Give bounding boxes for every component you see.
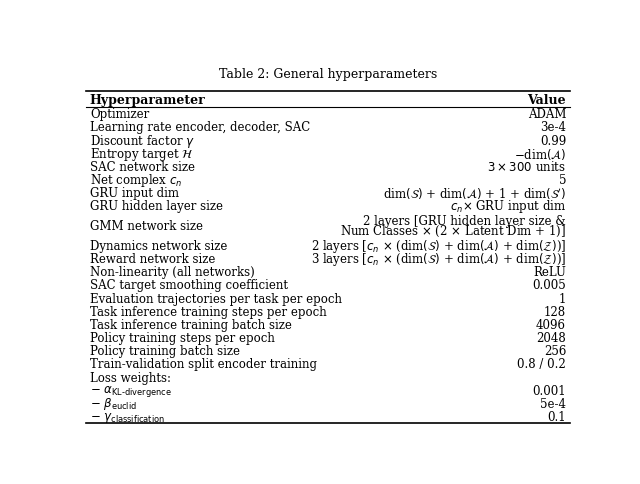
Text: 3 layers [$c_n$ $\times$ (dim$(\mathcal{S})$ + dim$(\mathcal{A})$ + dim$(\mathca: 3 layers [$c_n$ $\times$ (dim$(\mathcal{… xyxy=(311,251,566,268)
Text: Non-linearity (all networks): Non-linearity (all networks) xyxy=(90,266,255,279)
Text: 1: 1 xyxy=(559,292,566,305)
Text: Policy training batch size: Policy training batch size xyxy=(90,345,240,358)
Text: 5e-4: 5e-4 xyxy=(540,397,566,410)
Text: Discount factor $\gamma$: Discount factor $\gamma$ xyxy=(90,133,195,150)
Text: 2 layers [$c_n$ $\times$ (dim$(\mathcal{S})$ + dim$(\mathcal{A})$ + dim$(\mathca: 2 layers [$c_n$ $\times$ (dim$(\mathcal{… xyxy=(311,238,566,255)
Text: Net complex $c_n$: Net complex $c_n$ xyxy=(90,172,182,189)
Text: Policy training steps per epoch: Policy training steps per epoch xyxy=(90,332,275,345)
Text: GMM network size: GMM network size xyxy=(90,220,203,233)
Text: 4096: 4096 xyxy=(536,318,566,331)
Text: Table 2: General hyperparameters: Table 2: General hyperparameters xyxy=(219,67,437,80)
Text: 3e-4: 3e-4 xyxy=(540,121,566,134)
Text: 0.001: 0.001 xyxy=(532,384,566,397)
Text: $-$ $\gamma_{\mathrm{classification}}$: $-$ $\gamma_{\mathrm{classification}}$ xyxy=(90,410,165,424)
Text: Evaluation trajectories per task per epoch: Evaluation trajectories per task per epo… xyxy=(90,292,342,305)
Text: Task inference training steps per epoch: Task inference training steps per epoch xyxy=(90,305,326,318)
Text: 0.1: 0.1 xyxy=(547,410,566,423)
Text: Entropy target $\mathcal{H}$: Entropy target $\mathcal{H}$ xyxy=(90,146,193,163)
Text: 2048: 2048 xyxy=(536,332,566,345)
Text: GRU input dim: GRU input dim xyxy=(90,187,179,200)
Text: Task inference training batch size: Task inference training batch size xyxy=(90,318,292,331)
Text: Dynamics network size: Dynamics network size xyxy=(90,240,227,253)
Text: 128: 128 xyxy=(544,305,566,318)
Text: $3 \times 300$ units: $3 \times 300$ units xyxy=(487,160,566,174)
Text: 2 layers [GRU hidden layer size &: 2 layers [GRU hidden layer size & xyxy=(364,215,566,228)
Text: Optimizer: Optimizer xyxy=(90,108,149,121)
Text: Reward network size: Reward network size xyxy=(90,253,215,266)
Text: ReLU: ReLU xyxy=(533,266,566,279)
Text: 0.8 / 0.2: 0.8 / 0.2 xyxy=(517,358,566,371)
Text: Loss weights:: Loss weights: xyxy=(90,371,171,384)
Text: 256: 256 xyxy=(544,345,566,358)
Text: Value: Value xyxy=(527,93,566,106)
Text: ADAM: ADAM xyxy=(527,108,566,121)
Text: $c_n$$\times$ GRU input dim: $c_n$$\times$ GRU input dim xyxy=(450,198,566,215)
Text: SAC target smoothing coefficient: SAC target smoothing coefficient xyxy=(90,279,288,292)
Text: 5: 5 xyxy=(559,174,566,187)
Text: 0.005: 0.005 xyxy=(532,279,566,292)
Text: SAC network size: SAC network size xyxy=(90,161,195,174)
Text: $-$dim$(\mathcal{A})$: $-$dim$(\mathcal{A})$ xyxy=(514,147,566,162)
Text: $-$ $\alpha_{\mathrm{KL\text{-}divergence}}$: $-$ $\alpha_{\mathrm{KL\text{-}divergenc… xyxy=(90,383,172,398)
Text: Num Classes $\times$ (2 $\times$ Latent Dim + 1)]: Num Classes $\times$ (2 $\times$ Latent … xyxy=(340,224,566,239)
Text: 0.99: 0.99 xyxy=(540,135,566,147)
Text: Hyperparameter: Hyperparameter xyxy=(90,93,205,106)
Text: GRU hidden layer size: GRU hidden layer size xyxy=(90,200,223,213)
Text: Train-validation split encoder training: Train-validation split encoder training xyxy=(90,358,317,371)
Text: dim$(\mathcal{S})$ + dim$(\mathcal{A})$ + 1 + dim$(\mathcal{S}^{\prime})$: dim$(\mathcal{S})$ + dim$(\mathcal{A})$ … xyxy=(383,186,566,201)
Text: $-$ $\beta_{\mathrm{euclid}}$: $-$ $\beta_{\mathrm{euclid}}$ xyxy=(90,395,137,411)
Text: Learning rate encoder, decoder, SAC: Learning rate encoder, decoder, SAC xyxy=(90,121,310,134)
